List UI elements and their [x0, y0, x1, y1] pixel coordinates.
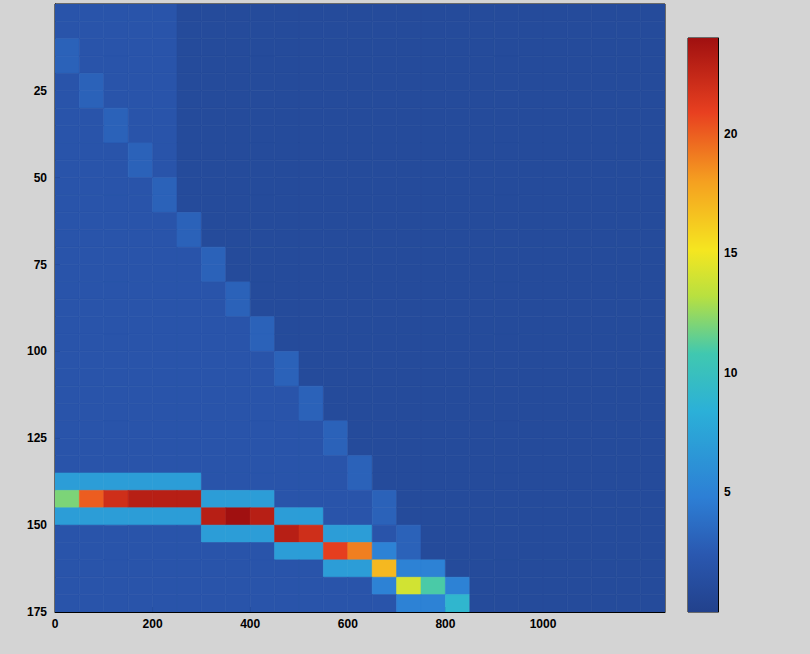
svg-text:200: 200 — [143, 617, 163, 631]
svg-text:20: 20 — [724, 127, 738, 141]
svg-text:10: 10 — [724, 366, 738, 380]
svg-text:100: 100 — [27, 344, 47, 358]
svg-text:400: 400 — [240, 617, 260, 631]
svg-text:15: 15 — [724, 246, 738, 260]
svg-text:25: 25 — [34, 84, 48, 98]
svg-text:50: 50 — [34, 171, 48, 185]
svg-text:150: 150 — [27, 518, 47, 532]
svg-text:0: 0 — [52, 617, 59, 631]
svg-text:125: 125 — [27, 431, 47, 445]
svg-text:1000: 1000 — [530, 617, 557, 631]
svg-text:5: 5 — [724, 485, 731, 499]
svg-text:175: 175 — [27, 605, 47, 619]
svg-text:75: 75 — [34, 258, 48, 272]
svg-text:800: 800 — [435, 617, 455, 631]
svg-text:600: 600 — [338, 617, 358, 631]
